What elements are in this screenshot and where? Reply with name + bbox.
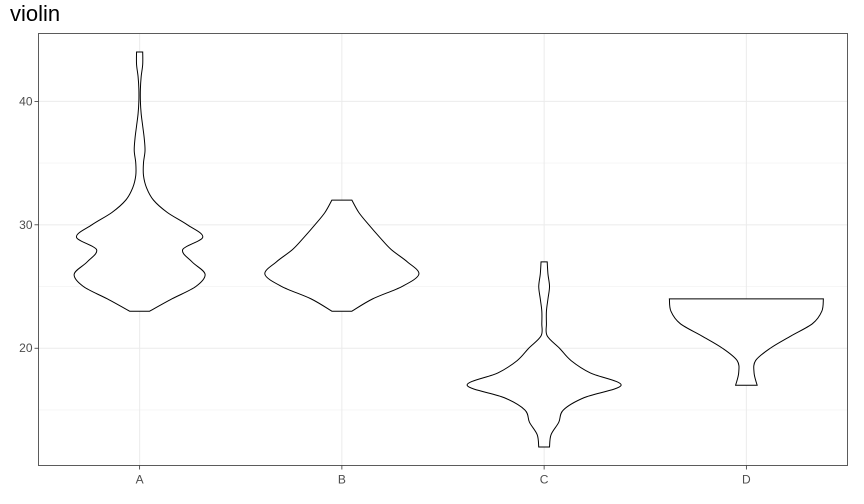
chart-title: violin	[10, 1, 61, 26]
violin-A	[73, 51, 206, 312]
y-tick-label: 40	[19, 94, 33, 108]
violin-layer	[73, 51, 824, 448]
violin-B	[264, 199, 420, 312]
x-tick-label: D	[742, 473, 751, 487]
x-tick-label: C	[540, 473, 549, 487]
y-tick-label: 30	[19, 218, 33, 232]
x-tick-label: A	[136, 473, 144, 487]
panel-border	[38, 33, 848, 466]
grid-layer	[38, 33, 848, 466]
axis-layer: 20 30 40 A B C D	[19, 94, 751, 486]
violin-C	[466, 261, 622, 448]
x-tick-label: B	[338, 473, 346, 487]
y-tick-label: 20	[19, 341, 33, 355]
violin-D	[668, 298, 824, 386]
